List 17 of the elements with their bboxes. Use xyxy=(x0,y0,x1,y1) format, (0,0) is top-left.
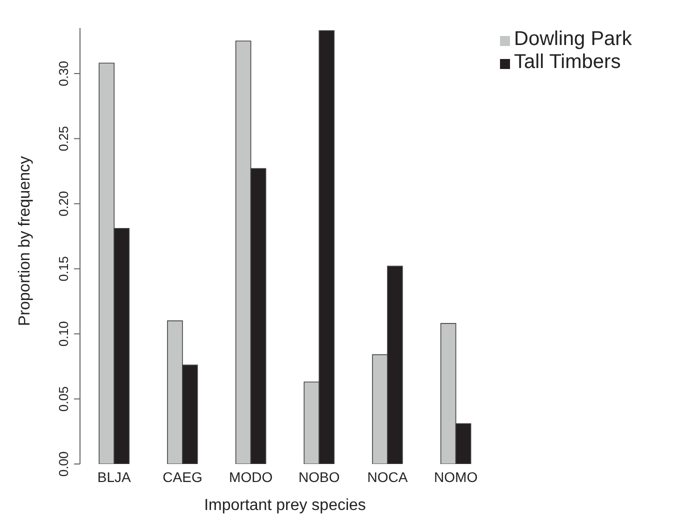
x-tick-label: NOMO xyxy=(434,468,478,485)
legend-label: Dowling Park xyxy=(514,28,632,50)
y-tick-label: 0.30 xyxy=(56,60,71,86)
y-axis-title: Proportion by frequency xyxy=(16,156,34,326)
y-tick-label: 0.05 xyxy=(56,386,71,412)
x-tick-label: NOCA xyxy=(367,468,408,485)
y-tick-label: 0.10 xyxy=(56,321,71,347)
x-tick-label: CAEG xyxy=(162,468,202,485)
y-tick-label: 0.15 xyxy=(56,256,71,282)
y-tick-label: 0.25 xyxy=(56,126,71,152)
y-tick-label: 0.00 xyxy=(56,451,71,477)
y-tick-label: 0.20 xyxy=(56,191,71,216)
legend-label: Tall Timbers xyxy=(514,51,621,73)
x-tick-label: BLJA xyxy=(97,468,132,485)
x-tick-label: NOBO xyxy=(298,468,340,485)
x-axis-title: Important prey species xyxy=(204,497,366,514)
x-tick-label: MODO xyxy=(229,468,273,485)
